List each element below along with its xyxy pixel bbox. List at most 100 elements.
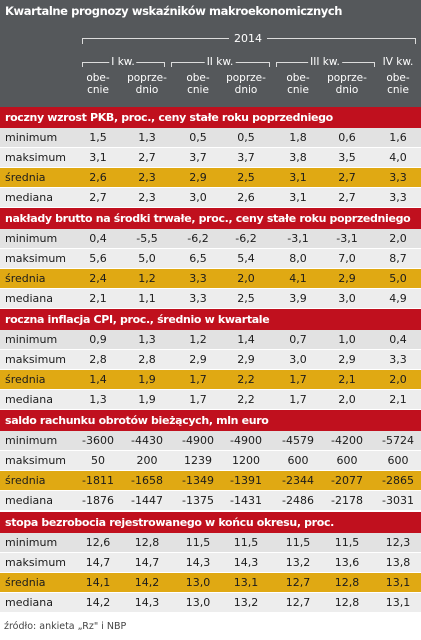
table-cell: -1391 [230, 474, 262, 487]
table-row: maksimum 5,6 5,0 6,5 5,4 8,0 7,0 8,7 [0, 249, 421, 269]
section-title-gdp: roczny wzrost PKB, proc., ceny stałe rok… [0, 107, 421, 128]
table-cell: 600 [336, 454, 358, 467]
row-label: maksimum [5, 454, 67, 467]
table-cell: 2,1 [89, 292, 107, 305]
table-cell: 6,5 [189, 252, 207, 265]
table-cell: 2,8 [138, 353, 156, 366]
table-cell: 13,2 [233, 596, 259, 609]
table-row: mediana -1876 -1447 -1375 -1431 -2486 -2… [0, 491, 421, 511]
table-row: minimum 1,5 1,3 0,5 0,5 1,8 0,6 1,6 [0, 128, 421, 148]
table-cell: 2,1 [338, 373, 356, 386]
table-cell: 13,0 [185, 596, 211, 609]
table-cell: 12,7 [285, 596, 311, 609]
year-bracket-tick-left [82, 38, 83, 44]
row-label: średnia [5, 576, 46, 589]
table-row-highlight: średnia 14,1 14,2 13,0 13,1 12,7 12,8 13… [0, 573, 421, 593]
subheader-q2-previous: poprze- dnio [226, 72, 266, 96]
table-row: minimum -3600 -4430 -4900 -4900 -4579 -4… [0, 431, 421, 451]
row-label: mediana [5, 494, 53, 507]
table-cell: -2344 [282, 474, 314, 487]
table-cell: 5,0 [138, 252, 156, 265]
table-cell: 2,5 [237, 171, 255, 184]
table-cell: 3,3 [389, 191, 407, 204]
table-cell: 14,7 [134, 556, 160, 569]
table-cell: 1,7 [289, 373, 307, 386]
quarter-bracket-2-tick [171, 62, 172, 67]
row-label: mediana [5, 393, 53, 406]
table-cell: 14,1 [85, 576, 111, 589]
table-cell: 2,5 [237, 292, 255, 305]
table-cell: 2,0 [237, 272, 255, 285]
table-cell: 2,0 [338, 393, 356, 406]
table-cell: 11,5 [233, 536, 259, 549]
subheader-q3-previous: poprze- dnio [327, 72, 367, 96]
row-label: maksimum [5, 151, 67, 164]
table-cell: -5724 [382, 434, 414, 447]
table-cell: 2,7 [89, 191, 107, 204]
table-cell: 600 [387, 454, 409, 467]
table-cell: -1431 [230, 494, 262, 507]
table-cell: -1447 [131, 494, 163, 507]
table-cell: 0,7 [289, 333, 307, 346]
table-cell: 8,7 [389, 252, 407, 265]
table-cell: -3,1 [287, 232, 309, 245]
table-row: maksimum 2,8 2,8 2,9 2,9 3,0 2,9 3,3 [0, 350, 421, 370]
quarter-bracket-1-tick [82, 62, 83, 67]
subheader-q3-current: obe- cnie [286, 72, 310, 96]
table-cell: 5,0 [389, 272, 407, 285]
table-cell: 3,0 [289, 353, 307, 366]
table-cell: 14,3 [233, 556, 259, 569]
table-cell: 3,1 [89, 151, 107, 164]
table-cell: 11,5 [334, 536, 360, 549]
table-cell: 2,3 [138, 191, 156, 204]
quarter-label-4: IV kw. [380, 56, 416, 68]
table-cell: 1200 [232, 454, 260, 467]
table-cell: 13,2 [285, 556, 311, 569]
table-cell: 1,4 [237, 333, 255, 346]
table-row: mediana 2,1 1,1 3,3 2,5 3,9 3,0 4,9 [0, 289, 421, 309]
table-cell: 12,3 [385, 536, 411, 549]
quarter-bracket-1-tick-end [164, 62, 165, 67]
table-cell: 2,9 [338, 353, 356, 366]
table-row: maksimum 50 200 1239 1200 600 600 600 [0, 451, 421, 471]
table-cell: 2,6 [237, 191, 255, 204]
table-row-highlight: średnia -1811 -1658 -1349 -1391 -2344 -2… [0, 471, 421, 491]
table-cell: 13,1 [385, 596, 411, 609]
table-cell: -2865 [382, 474, 414, 487]
quarter-label-1: I kw. [109, 56, 137, 68]
table-cell: 1,7 [189, 393, 207, 406]
table-cell: 14,2 [134, 576, 160, 589]
table-cell: -4430 [131, 434, 163, 447]
quarter-label-2: II kw. [204, 56, 236, 68]
table-cell: 13,1 [385, 576, 411, 589]
table-cell: 1,6 [389, 131, 407, 144]
table-cell: 2,4 [89, 272, 107, 285]
quarter-label-3: III kw. [308, 56, 342, 68]
table-cell: 0,4 [89, 232, 107, 245]
table-cell: 2,9 [338, 272, 356, 285]
table-cell: 13,1 [233, 576, 259, 589]
table-cell: 5,6 [89, 252, 107, 265]
row-label: minimum [5, 131, 58, 144]
table-cell: 1,9 [138, 373, 156, 386]
table-cell: 1,3 [89, 393, 107, 406]
table-cell: -1658 [131, 474, 163, 487]
table-cell: -1876 [82, 494, 114, 507]
subheader-q1-previous: poprze- dnio [127, 72, 167, 96]
source-footnote: źródło: ankieta „Rz" i NBP [4, 621, 127, 632]
table-cell: 1239 [184, 454, 212, 467]
section-title-inflation: roczna inflacja CPI, proc., średnio w kw… [0, 309, 421, 330]
table-cell: 1,5 [89, 131, 107, 144]
table-cell: 200 [136, 454, 158, 467]
table-cell: 3,7 [237, 151, 255, 164]
table-cell: 3,9 [289, 292, 307, 305]
table-cell: 2,2 [237, 373, 255, 386]
table-row: minimum 12,6 12,8 11,5 11,5 11,5 11,5 12… [0, 533, 421, 553]
table-cell: 2,1 [389, 393, 407, 406]
table-cell: 3,5 [338, 151, 356, 164]
table-cell: 8,0 [289, 252, 307, 265]
subheader-q2-current: obe- cnie [186, 72, 210, 96]
table-cell: 3,8 [289, 151, 307, 164]
row-label: maksimum [5, 556, 67, 569]
row-label: minimum [5, 333, 58, 346]
